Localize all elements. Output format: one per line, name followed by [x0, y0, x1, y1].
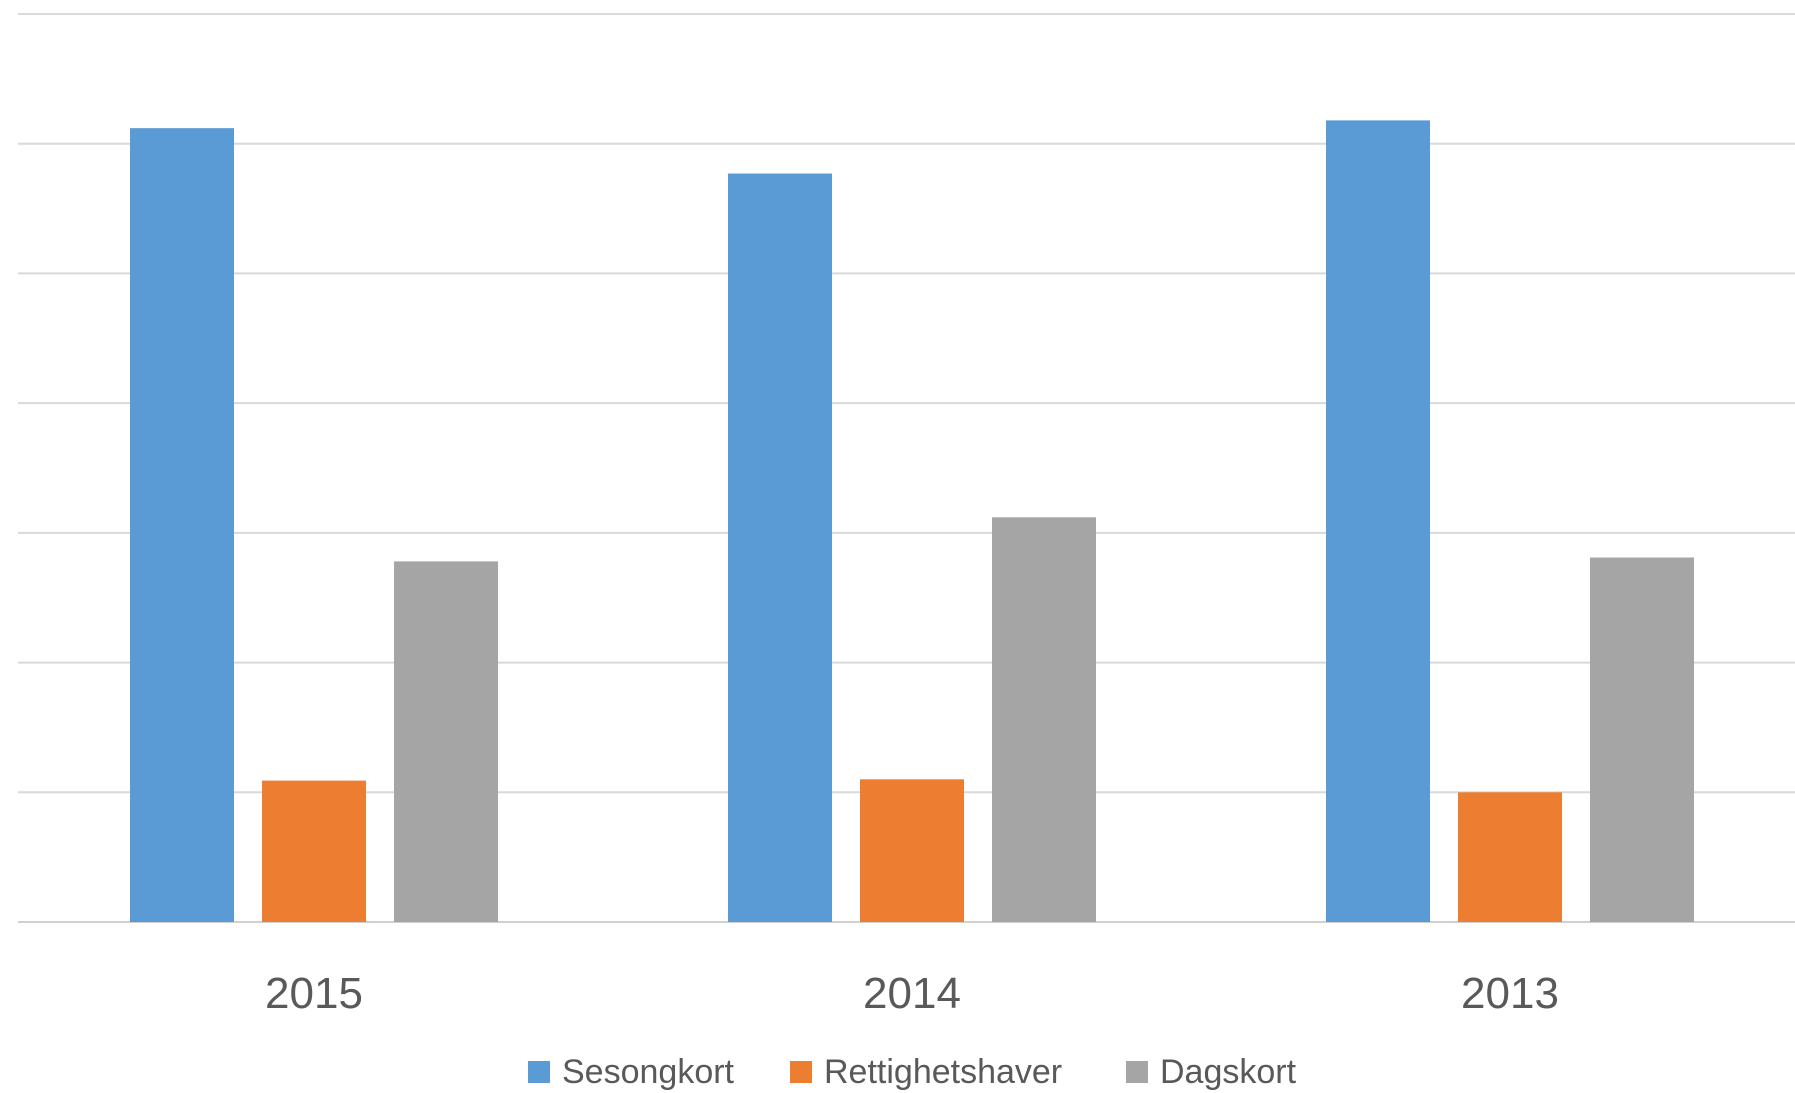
legend-label: Rettighetshaver [824, 1053, 1062, 1091]
legend-swatch [528, 1061, 550, 1083]
legend-swatch [790, 1061, 812, 1083]
bar-dagskort-2015 [394, 561, 498, 922]
bar-rettighetshaver-2014 [860, 779, 964, 922]
legend-swatch [1126, 1061, 1148, 1083]
legend: Sesongkort Rettighetshaver Dagskort [528, 1053, 1297, 1091]
legend-label: Dagskort [1160, 1053, 1297, 1091]
bar-dagskort-2013 [1590, 557, 1694, 922]
legend-item-rettighetshaver: Rettighetshaver [790, 1053, 1062, 1091]
legend-item-sesongkort: Sesongkort [528, 1053, 735, 1091]
legend-label: Sesongkort [562, 1053, 735, 1091]
x-tick-label: 2014 [863, 969, 961, 1018]
bar-sesongkort-2015 [130, 128, 234, 923]
bar-sesongkort-2014 [728, 173, 832, 922]
legend-item-dagskort: Dagskort [1126, 1053, 1297, 1091]
x-tick-label: 2013 [1461, 969, 1559, 1018]
bar-sesongkort-2013 [1326, 120, 1430, 922]
bar-rettighetshaver-2015 [262, 780, 366, 922]
bars [130, 120, 1694, 923]
bar-dagskort-2014 [992, 517, 1096, 922]
x-axis: 2015 2014 2013 [265, 969, 1559, 1018]
x-tick-label: 2015 [265, 969, 363, 1018]
bar-rettighetshaver-2013 [1458, 792, 1562, 922]
